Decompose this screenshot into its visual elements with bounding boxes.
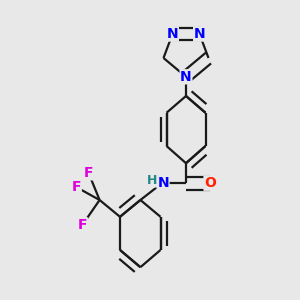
Text: N: N (194, 27, 205, 41)
Text: F: F (78, 218, 87, 232)
Text: F: F (84, 166, 93, 180)
Text: O: O (204, 176, 216, 190)
Text: N: N (180, 70, 192, 84)
Text: H: H (147, 174, 158, 187)
Text: F: F (72, 180, 81, 194)
Text: N: N (167, 27, 178, 41)
Text: N: N (158, 176, 169, 190)
